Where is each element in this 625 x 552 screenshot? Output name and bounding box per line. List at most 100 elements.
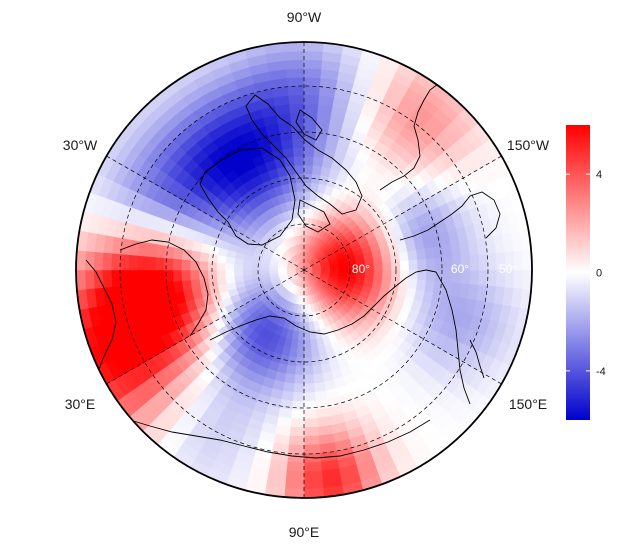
field-cell (145, 269, 156, 285)
field-cell (293, 374, 305, 385)
field-cell (288, 435, 305, 446)
field-cell (303, 164, 314, 175)
field-cell (296, 348, 305, 359)
field-cell (110, 269, 121, 288)
field-cell (119, 269, 130, 287)
field-cell (259, 269, 270, 275)
field-cell (128, 254, 139, 271)
field-cell (329, 266, 340, 271)
field-cell (101, 269, 113, 288)
field-cell (303, 67, 322, 79)
field-cell (282, 381, 295, 393)
field-cell (299, 225, 305, 236)
lon-label-90w: 90°W (287, 9, 322, 25)
latitude-labels: 80° 60° 50° (352, 262, 517, 276)
field-cell (373, 269, 384, 278)
coastline-japan (469, 339, 485, 379)
colorbar: 4 0 -4 (566, 125, 606, 420)
coastline-europe-west (85, 259, 117, 391)
field-cell (119, 253, 130, 271)
field-cell (296, 190, 305, 201)
field-cell (291, 400, 305, 411)
field-cell (303, 374, 315, 385)
field-cell (399, 260, 410, 271)
field-cell (286, 76, 305, 87)
field-cell (303, 426, 319, 437)
field-cell (303, 85, 321, 96)
longitude-grid (106, 42, 502, 498)
lon-label-90e: 90°E (289, 524, 320, 540)
field-cell (487, 252, 498, 271)
field-cell (303, 129, 317, 140)
field-cell (382, 262, 393, 271)
field-cell (292, 383, 305, 394)
field-cell (293, 155, 305, 166)
field-cell (283, 373, 296, 384)
field-cell (487, 269, 498, 288)
field-cell (137, 269, 148, 285)
field-cell (372, 255, 383, 265)
field-cell (242, 269, 252, 276)
anomaly-field (76, 42, 532, 498)
field-cell (224, 262, 235, 271)
field-cell (407, 249, 418, 262)
lon-label-30e: 30°E (65, 396, 96, 412)
field-cell (373, 262, 384, 271)
field-cell (312, 373, 325, 384)
field-cell (303, 479, 324, 490)
field-cell (312, 156, 325, 167)
field-cell (225, 275, 236, 285)
field-cell (163, 269, 174, 283)
lon-label-150w: 150°W (507, 137, 550, 153)
field-cell (434, 257, 445, 271)
field-cell (137, 255, 148, 271)
field-cell (284, 479, 305, 490)
field-cell (469, 254, 480, 271)
field-cell (181, 248, 193, 261)
field-cell (198, 269, 209, 280)
field-cell (415, 248, 427, 261)
field-cell (303, 155, 315, 166)
coastline-greenland (199, 147, 296, 246)
coastlines (85, 83, 501, 459)
field-cell (292, 146, 305, 157)
field-cell (283, 42, 305, 52)
field-cell (128, 269, 139, 286)
lon-label-30w: 30°W (63, 137, 98, 153)
field-cell (288, 94, 305, 105)
field-cell (224, 269, 235, 278)
field-cell (303, 339, 312, 350)
field-cell (415, 279, 427, 292)
colorbar-tick-label: 4 (596, 169, 602, 181)
field-cell (93, 269, 104, 289)
field-cell (216, 276, 227, 286)
field-cell (407, 278, 418, 291)
field-cell (180, 269, 191, 282)
field-cell (417, 258, 428, 271)
field-cell (190, 249, 201, 262)
field-cell (110, 252, 121, 271)
field-cell (303, 461, 322, 473)
field-cell (469, 269, 480, 286)
field-cell (76, 269, 86, 291)
longitude-labels: 90°W 30°W 150°W 30°E 150°E 90°E (63, 9, 550, 540)
field-cell (303, 488, 325, 498)
field-cell (297, 330, 305, 341)
field-cell (478, 253, 489, 271)
field-cell (303, 418, 319, 429)
field-cell (289, 418, 305, 429)
field-cell (408, 259, 419, 271)
field-cell (300, 234, 305, 245)
coastline-islands-2 (295, 109, 323, 141)
field-cell (233, 275, 244, 283)
colorbar-ticks: 4 0 -4 (566, 169, 606, 378)
map-boundary (75, 41, 533, 499)
field-cell (303, 470, 323, 481)
field-cell (303, 391, 316, 402)
field-cell (215, 269, 226, 278)
field-cell (93, 251, 104, 271)
field-cell (382, 269, 393, 278)
field-cell (286, 461, 305, 473)
field-cell (172, 269, 183, 282)
field-cell (251, 269, 261, 275)
